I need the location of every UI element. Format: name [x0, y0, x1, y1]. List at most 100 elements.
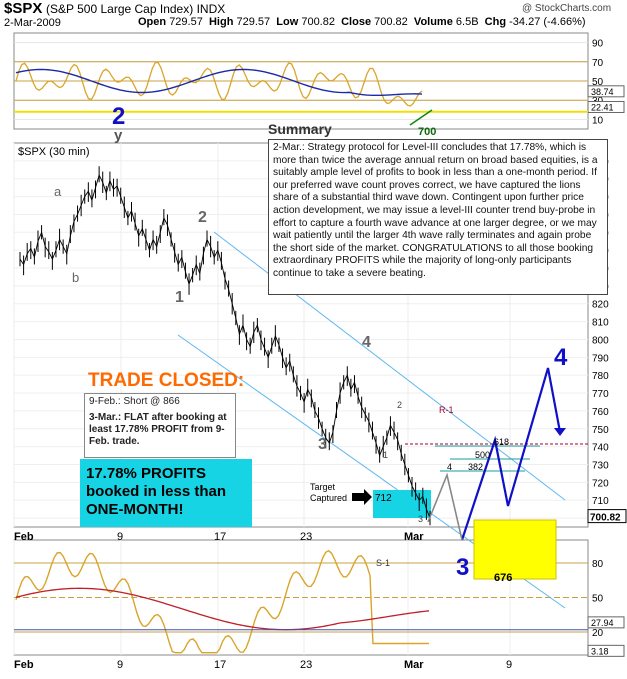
osc-gold-line	[15, 549, 429, 654]
target-arrow	[352, 489, 372, 505]
rsi-tick-label: 90	[592, 39, 604, 50]
osc-tick-label: 50	[592, 594, 604, 605]
trade-closed-title: TRADE CLOSED:	[88, 370, 245, 391]
wave-1-label: 1	[175, 289, 184, 306]
price-last-value: 700.82	[590, 513, 621, 524]
header-ohlc: Open 729.57 High 729.57 Low 700.82 Close…	[138, 16, 586, 28]
price-last-badge	[587, 509, 627, 524]
price-tick-label: 810	[592, 318, 609, 329]
price-tick-label: 730	[592, 460, 609, 471]
fib-4-label: 4	[447, 462, 452, 472]
wave-a-label: a	[54, 184, 62, 199]
close-value: 700.82	[374, 16, 408, 28]
rsi-tick-label: 10	[592, 115, 604, 126]
price-x-tick-label: Mar	[404, 531, 424, 543]
price-tick-label: 710	[592, 496, 609, 507]
main-panel-label: $SPX (30 min)	[18, 146, 90, 158]
rsi-700-label: 700	[418, 126, 436, 138]
volume-label: Volume	[413, 16, 453, 28]
chg-label: Chg	[484, 16, 507, 28]
target-676-label: 676	[494, 572, 512, 584]
fib-500-label: 500	[475, 450, 490, 460]
price-x-tick-label: 17	[214, 531, 226, 543]
rsi-last-value-1: 38.74	[591, 87, 614, 97]
big-4-label: 4	[554, 344, 568, 371]
high-value: 729.57	[236, 16, 271, 28]
rsi-last-badge-1	[587, 85, 625, 98]
small-2-label: 2	[397, 400, 402, 410]
price-tick-label: 790	[592, 353, 609, 364]
target-captured-label-2: Captured	[310, 493, 347, 503]
price-tick-label: 740	[592, 443, 609, 454]
osc-x-tick-label: 9	[117, 659, 123, 671]
osc-last-badge-2	[587, 644, 625, 657]
header-name-text: (S&P 500 Large Cap Index)	[46, 2, 194, 16]
wave-y-label: y	[114, 127, 123, 144]
s1-label: S-1	[376, 558, 390, 568]
rsi-last-value-2: 22.41	[591, 102, 614, 112]
price-tick-label: 750	[592, 425, 609, 436]
low-label: Low	[276, 16, 299, 28]
wave-b-label: b	[72, 270, 79, 285]
target-value-label: 712	[375, 493, 392, 504]
open-label: Open	[138, 16, 167, 28]
header-name: (S&P 500 Large Cap Index) INDX	[46, 2, 225, 16]
osc-last-value-2: 3.18	[591, 646, 609, 656]
trade-line-1: 9-Feb.: Short @ 866	[89, 396, 180, 407]
big-3-label: 3	[456, 554, 469, 581]
header-symbol: $SPX	[4, 0, 43, 17]
wave-3-label: 3	[318, 436, 327, 453]
rsi-tick-label: 50	[592, 77, 604, 88]
header-watermark: @ StockCharts.com	[522, 3, 612, 14]
summary-box: 2-Mar.: Strategy protocol for Level-III …	[268, 139, 608, 295]
price-x-tick-label: 9	[117, 531, 123, 543]
target-captured-box	[373, 490, 431, 518]
price-x-tick-label: 23	[300, 531, 312, 543]
chg-value: -34.27 (-4.66%)	[509, 16, 586, 28]
osc-x-tick-label: 17	[214, 659, 226, 671]
target-captured-label-1: Target	[310, 482, 336, 492]
price-tick-label: 760	[592, 407, 609, 418]
small-1-label: 1	[383, 450, 388, 460]
wave-2-top-label: 2	[112, 103, 125, 130]
profit-box: 17.78% PROFITS booked in less than ONE-M…	[80, 459, 252, 527]
price-tick-label: 720	[592, 478, 609, 489]
osc-x-tick-label: 23	[300, 659, 312, 671]
price-x-tick-label: Feb	[14, 531, 34, 543]
osc-tick-label: 20	[592, 628, 604, 639]
osc-x-tick-label: 9	[506, 659, 512, 671]
wave-2-label: 2	[198, 209, 207, 226]
osc-x-tick-label: Feb	[14, 659, 34, 671]
rsi-tick-label: 70	[592, 58, 604, 69]
price-tick-label: 770	[592, 389, 609, 400]
arrow-head-blue	[554, 428, 566, 436]
close-label: Close	[341, 16, 372, 28]
high-label: High	[208, 16, 234, 28]
summary-title: Summary	[268, 121, 332, 137]
header-exchange: INDX	[196, 2, 226, 16]
header-date: 2-Mar-2009	[4, 17, 61, 29]
rsi-gold-line	[15, 61, 423, 107]
target-box	[473, 519, 557, 580]
projected-wave-blue	[460, 367, 562, 541]
price-tick-label: 820	[592, 300, 609, 311]
osc-last-value-1: 27.94	[591, 618, 614, 628]
rsi-700-arrow	[409, 109, 433, 126]
osc-tick-label: 80	[592, 559, 604, 570]
wave-4-label: 4	[362, 334, 371, 351]
rsi-blue-line	[15, 68, 423, 97]
osc-red-line	[15, 587, 430, 631]
low-value: 700.82	[301, 16, 335, 28]
rsi-last-badge-2	[587, 100, 625, 113]
trade-line-2: 3-Mar.: FLAT after booking at least 17.7…	[89, 412, 227, 447]
price-tick-label: 800	[592, 335, 609, 346]
small-3-label: 3	[418, 514, 423, 524]
fib-382-label: 382	[468, 462, 483, 472]
osc-x-tick-label: Mar	[404, 659, 424, 671]
r1-label: R-1	[439, 405, 454, 415]
projected-wave-grey	[427, 472, 463, 541]
price-tick-label: 780	[592, 371, 609, 382]
trade-box: 9-Feb.: Short @ 866 3-Mar.: FLAT after b…	[84, 393, 236, 458]
